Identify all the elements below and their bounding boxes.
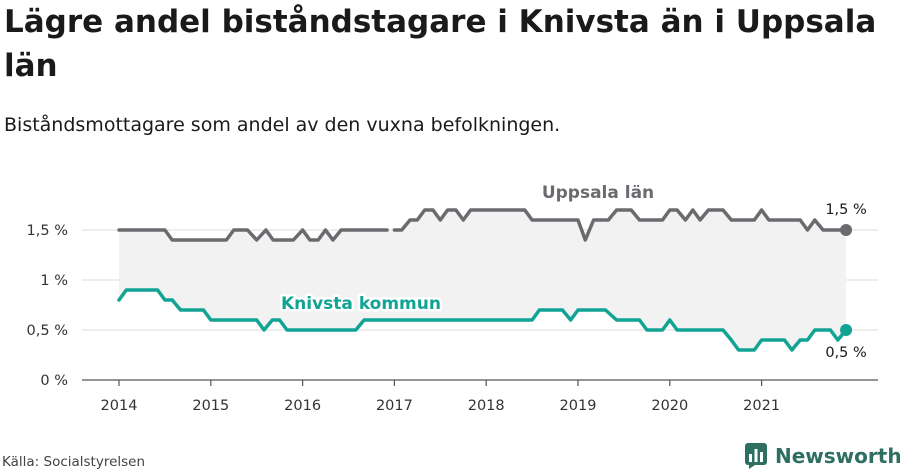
series-lines bbox=[117, 208, 853, 352]
knivsta-series-label: Knivsta kommun bbox=[281, 294, 441, 314]
chart-subtitle: Biståndsmottagare som andel av den vuxna… bbox=[4, 114, 561, 136]
y-tick-label: 1,5 % bbox=[27, 223, 68, 239]
brand-logo: Newsworthy bbox=[745, 441, 900, 471]
x-tick-label: 2017 bbox=[376, 398, 413, 414]
uppsala-series-label-halo: Uppsala län bbox=[542, 183, 654, 203]
x-tick-label: 2016 bbox=[284, 398, 321, 414]
range-band bbox=[119, 210, 847, 350]
y-tick-label: 0,5 % bbox=[27, 323, 68, 339]
x-tick-label: 2021 bbox=[743, 398, 780, 414]
x-tick-label: 2015 bbox=[192, 398, 229, 414]
knivsta-end-point bbox=[840, 324, 853, 336]
knivsta-series-line bbox=[117, 288, 848, 352]
uppsala-end-point bbox=[840, 224, 853, 236]
brand-name: Newsworthy bbox=[775, 444, 900, 468]
x-tick-label: 2018 bbox=[468, 398, 505, 414]
source-note: Källa: Socialstyrelsen bbox=[2, 454, 146, 470]
x-tick-label: 2019 bbox=[560, 398, 597, 414]
x-axis: 2014 2015 2016 2017 2018 2019 2020 2021 bbox=[101, 380, 780, 414]
y-axis-ticks: 0 % 0,5 % 1 % 1,5 % bbox=[27, 223, 68, 389]
y-tick-label: 0 % bbox=[40, 373, 68, 389]
uppsala-end-label: 1,5 % bbox=[825, 202, 866, 218]
chart-title: Lägre andel biståndstagare i Knivsta än … bbox=[4, 4, 877, 84]
x-tick-label: 2014 bbox=[101, 398, 138, 414]
newsworthy-logo-icon bbox=[745, 443, 767, 469]
x-tick-label: 2020 bbox=[651, 398, 688, 414]
y-tick-label: 1 % bbox=[40, 273, 68, 289]
knivsta-end-label: 0,5 % bbox=[825, 345, 866, 361]
uppsala-series-label: Uppsala län bbox=[542, 183, 654, 203]
knivsta-series-label-halo: Knivsta kommun bbox=[281, 294, 441, 314]
uppsala-series-line bbox=[117, 208, 848, 242]
